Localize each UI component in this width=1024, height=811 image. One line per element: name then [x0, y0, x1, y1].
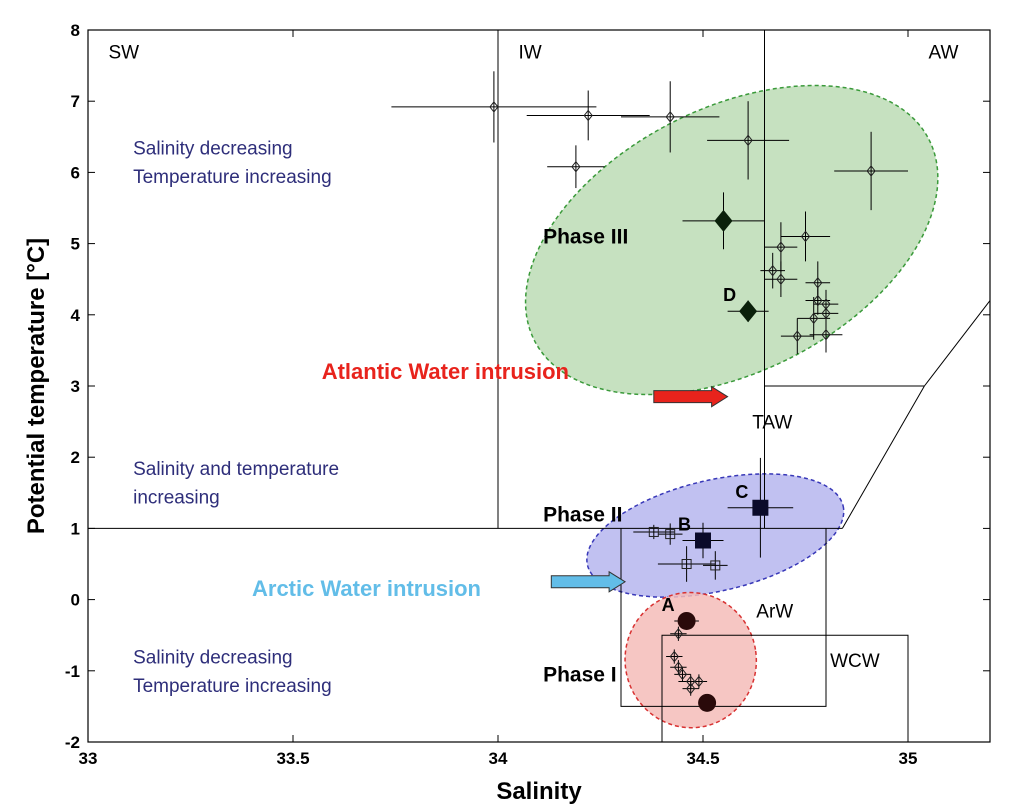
x-tick-label: 33 — [79, 749, 98, 768]
annotation-text: Salinity decreasing — [133, 648, 292, 669]
y-tick-label: -1 — [65, 662, 80, 681]
y-tick-label: 5 — [71, 235, 80, 254]
data-point — [694, 675, 704, 688]
x-tick-label: 35 — [899, 749, 918, 768]
axes: 33 33.5 34 34.5 35-2-1012345678SalinityPoten… — [23, 21, 991, 805]
data-point — [813, 294, 823, 307]
data-point — [677, 668, 688, 681]
data-point — [686, 682, 696, 695]
key-point — [739, 300, 758, 323]
y-tick-label: -2 — [65, 733, 80, 752]
x-tick-label: 33.5 — [276, 749, 309, 768]
y-tick-label: 7 — [71, 92, 80, 111]
phase-label: Phase II — [543, 503, 622, 526]
data-point — [673, 627, 684, 640]
annotation-text: Salinity decreasing — [133, 139, 292, 160]
x-tick-label: 34.5 — [686, 749, 719, 768]
data-point — [776, 273, 786, 286]
point-label: C — [735, 482, 748, 502]
data-point — [681, 559, 692, 569]
phase-label: Phase I — [543, 663, 617, 686]
water-mass-label: WCW — [830, 651, 880, 672]
boundary-line — [924, 300, 991, 387]
key-point — [698, 693, 717, 712]
data-point — [776, 241, 786, 253]
key-point — [714, 209, 733, 232]
intrusion-label: Atlantic Water intrusion — [322, 359, 569, 384]
point-label: D — [723, 285, 736, 305]
annotation-text-layer: A B C D SW IW AW TAW ArW WCW Salinity decreasing Te… — [109, 42, 959, 697]
point-label: A — [662, 595, 675, 615]
data-point — [648, 526, 659, 537]
intrusion-arrow — [550, 570, 627, 593]
data-point — [821, 328, 831, 341]
annotation-text: Temperature increasing — [133, 167, 332, 188]
y-axis-title: Potential temperature [°C] — [23, 238, 50, 534]
data-point — [710, 560, 721, 571]
annotation-text: Salinity and temperature — [133, 459, 339, 480]
data-point — [821, 307, 831, 320]
y-tick-label: 8 — [71, 21, 80, 40]
phase-ellipse — [586, 473, 845, 598]
boundary-line — [841, 385, 925, 529]
y-tick-label: 3 — [71, 377, 80, 396]
phase-label: Phase III — [543, 226, 628, 249]
y-tick-label: 4 — [71, 306, 81, 325]
water-mass-label: AW — [929, 42, 959, 63]
data-point — [743, 134, 753, 147]
y-tick-label: 1 — [71, 519, 80, 538]
water-mass-label: ArW — [756, 601, 793, 622]
y-tick-label: 6 — [71, 163, 80, 182]
data-point — [665, 111, 675, 123]
data-point — [571, 160, 581, 173]
key-point — [677, 611, 696, 630]
y-tick-label: 0 — [71, 591, 80, 610]
data-point — [800, 230, 811, 243]
intrusion-label: Arctic Water intrusion — [252, 576, 481, 601]
data-point — [669, 650, 679, 663]
data-point — [489, 101, 499, 113]
water-mass-label: SW — [109, 42, 140, 63]
annotation-text: increasing — [133, 487, 220, 508]
data-point — [792, 330, 802, 342]
x-axis-title: Salinity — [496, 778, 582, 805]
point-label: B — [678, 515, 691, 535]
data-point — [813, 276, 823, 289]
key-point — [752, 499, 769, 516]
water-mass-label: TAW — [752, 413, 792, 434]
data-point — [583, 109, 593, 122]
intrusion-arrow — [653, 385, 729, 408]
phase-ellipse — [624, 591, 758, 729]
error-bars-layer — [391, 71, 908, 696]
data-point — [768, 264, 778, 277]
boundary-line — [620, 528, 827, 707]
data-point — [866, 165, 876, 177]
annotation-text: Temperature increasing — [133, 676, 332, 697]
data-point — [673, 661, 684, 674]
data-point — [809, 312, 819, 325]
water-mass-boundaries — [88, 30, 991, 742]
data-point — [686, 675, 696, 688]
y-tick-label: 2 — [71, 448, 80, 467]
key-point — [695, 532, 711, 549]
water-mass-label: IW — [519, 42, 542, 63]
phase-ellipses-layer — [524, 84, 939, 729]
phase-ellipse — [524, 84, 939, 396]
data-point — [665, 529, 676, 540]
boundary-line — [661, 634, 909, 742]
data-points-layer — [489, 101, 876, 712]
x-tick-label: 34 — [489, 749, 508, 768]
